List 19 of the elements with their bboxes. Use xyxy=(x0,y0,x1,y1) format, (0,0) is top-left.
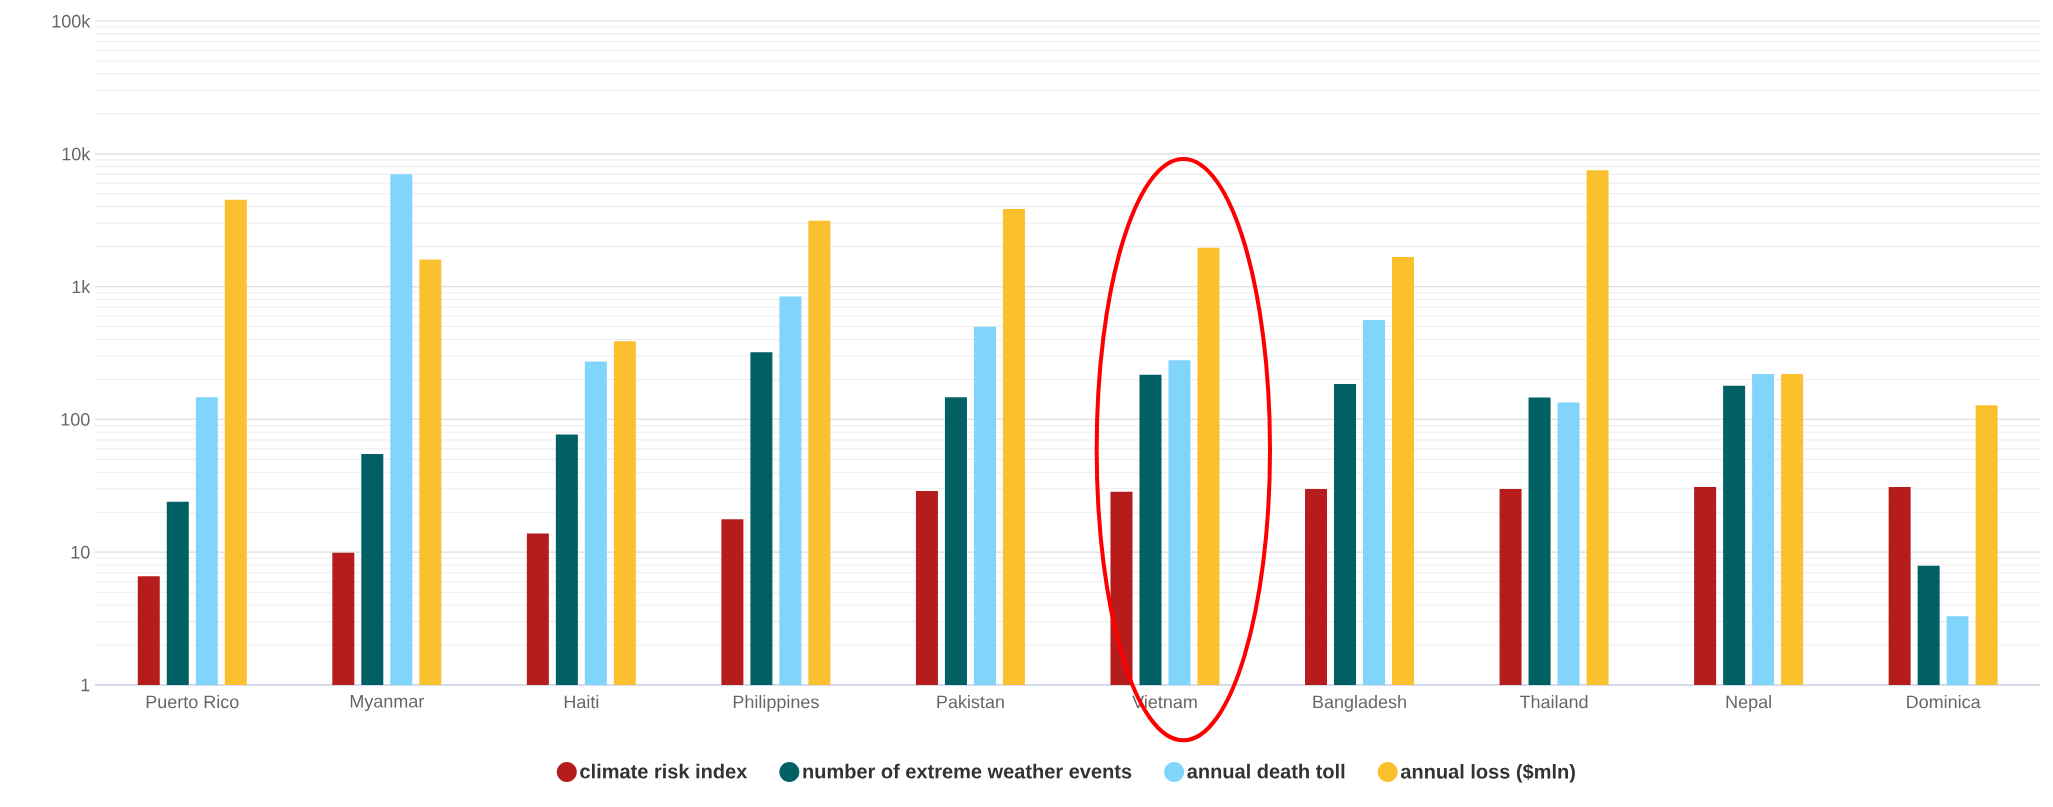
x-tick-label: Thailand xyxy=(1519,695,1588,709)
x-tick-label: Haiti xyxy=(564,695,599,709)
x-tick-label: Dominica xyxy=(1907,695,1981,709)
x-tick-label: Philippines xyxy=(733,695,819,712)
y-tick-label: 100 xyxy=(61,413,90,426)
x-tick-label: Puerto Rico xyxy=(146,695,239,709)
legend-label: number of extreme weather events xyxy=(803,763,1132,779)
legend-label: annual loss ($mln) xyxy=(1400,763,1575,783)
y-tick-label: 10k xyxy=(62,147,91,161)
x-tick-label: Nepal xyxy=(1726,695,1771,712)
y-tick-label: 10 xyxy=(71,545,90,559)
y-tick-label: 1k xyxy=(72,280,91,294)
x-tick-label: Myanmar xyxy=(350,695,424,712)
y-tick-label: 100k xyxy=(52,14,91,28)
legend-label: climate risk index xyxy=(580,763,748,779)
x-tick-label: Bangladesh xyxy=(1313,695,1406,712)
y-tick-label: 1 xyxy=(81,678,90,692)
x-tick-label: Pakistan xyxy=(937,695,1004,709)
legend-label: annual death toll xyxy=(1187,763,1345,779)
